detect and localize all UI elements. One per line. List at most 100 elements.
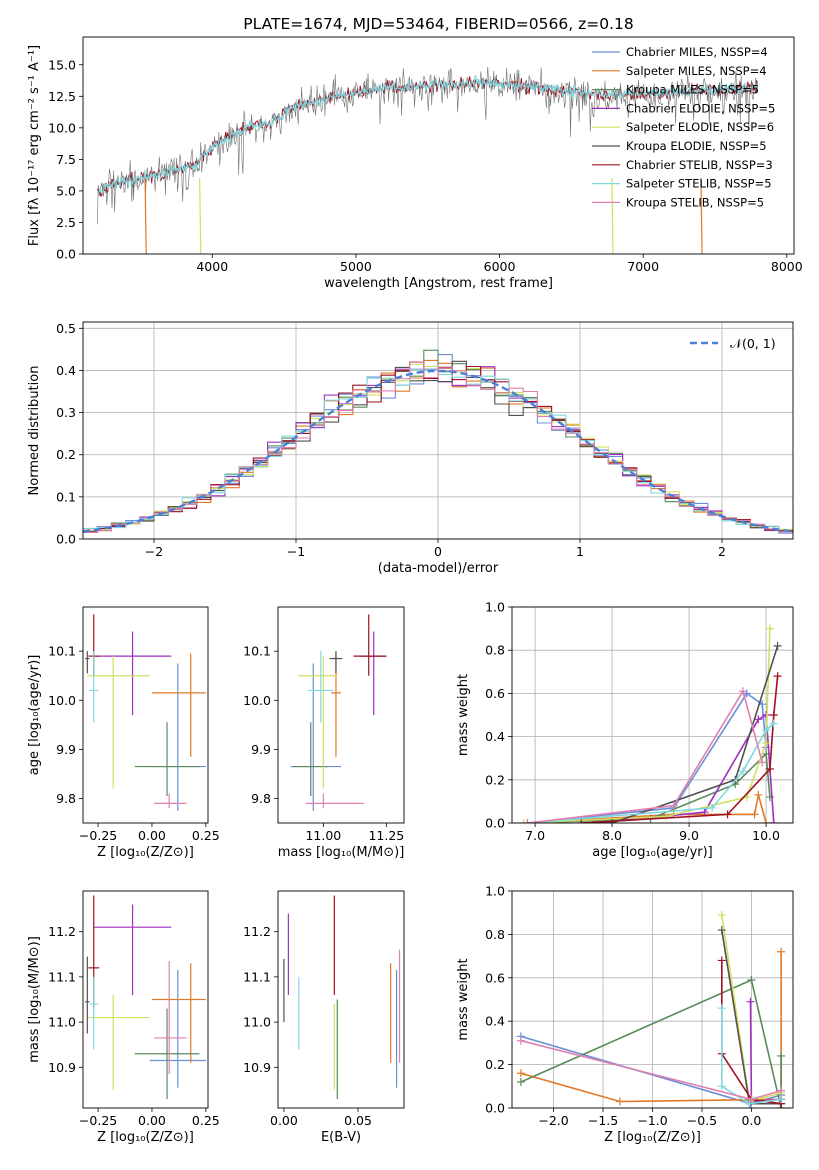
legend-entry: Chabrier MILES, NSSP=4 xyxy=(626,45,768,59)
x-tick-label: 7000 xyxy=(627,259,659,274)
x-tick-label: 9.0 xyxy=(679,828,699,843)
weight-marker xyxy=(516,1077,525,1086)
y-tick-label: 0.3 xyxy=(56,405,76,420)
weight-marker xyxy=(708,803,717,812)
y-axis-label: Normed distribution xyxy=(27,366,42,496)
weight-marker xyxy=(738,767,747,776)
y-tick-label: 11.0 xyxy=(48,1015,76,1030)
plot-area xyxy=(96,66,758,254)
y-axis-label: mass weight xyxy=(456,674,471,756)
y-tick-label: 1.0 xyxy=(485,884,505,899)
chart-age-vs-z: −0.25 0.00 0.25 9.8 9.9 10.0 10.1 Z [log₁₀(Z/Z⊙… xyxy=(27,606,220,860)
y-tick-label: 10.1 xyxy=(243,644,271,659)
plot-area xyxy=(85,614,206,811)
x-tick-label: 0.00 xyxy=(138,828,166,843)
weight-marker xyxy=(777,1086,786,1095)
y-tick-label: 10.0 xyxy=(48,120,76,135)
axes-frame xyxy=(82,36,795,255)
y-tick-label: 0.4 xyxy=(56,363,76,378)
x-tick-label: 0.25 xyxy=(192,828,220,843)
weight-marker xyxy=(516,1069,525,1078)
y-tick-label: 10.9 xyxy=(48,1060,76,1075)
x-tick-label: 11.00 xyxy=(305,828,341,843)
weight-series-4 xyxy=(596,713,775,823)
legend-entry: Salpeter STELIB, NSSP=5 xyxy=(626,177,772,191)
x-tick-label: −1.0 xyxy=(637,1113,667,1128)
weight-marker xyxy=(747,1095,756,1104)
y-tick-label: 0.2 xyxy=(485,1057,505,1072)
x-tick-label: 0.25 xyxy=(192,1113,220,1128)
weight-marker xyxy=(747,975,756,984)
model-cutoff-miles-red xyxy=(700,178,703,254)
model-cutoff-kroupa-elodie xyxy=(199,178,202,254)
y-tick-label: 10.0 xyxy=(243,693,271,708)
x-tick-label: 0 xyxy=(434,544,442,559)
legend-entry: Salpeter ELODIE, NSSP=6 xyxy=(626,120,774,134)
y-tick-label: 11.2 xyxy=(243,924,271,939)
plot-area xyxy=(85,895,206,1099)
weight-marker xyxy=(773,641,782,650)
weight-series-2 xyxy=(520,951,782,1103)
weight-marker xyxy=(762,819,771,823)
x-axis-label: Z [log₁₀(Z/Z⊙)] xyxy=(604,1130,701,1145)
normal-curve xyxy=(83,369,793,533)
y-tick-label: 10.0 xyxy=(48,693,76,708)
weight-marker xyxy=(777,1051,786,1060)
y-tick-label: 0.8 xyxy=(485,927,505,942)
x-tick-label: 5000 xyxy=(340,259,372,274)
x-tick-label: −2 xyxy=(145,544,163,559)
x-tick-label: 6000 xyxy=(484,259,516,274)
y-tick-label: 9.8 xyxy=(251,791,271,806)
x-tick-label: 8000 xyxy=(771,259,803,274)
weight-marker xyxy=(750,810,759,819)
model-cutoff-elodie-red xyxy=(611,178,614,254)
x-tick-label: −0.5 xyxy=(687,1113,717,1128)
weight-marker xyxy=(769,711,778,719)
chart-weight-vs-age: 7.0 8.0 9.0 10.0 0.0 0.2 0.4 0.6 0.8 1.0 age [log₁… xyxy=(456,600,794,860)
x-tick-label: 10.0 xyxy=(752,828,780,843)
weight-marker xyxy=(777,947,786,956)
weight-marker xyxy=(762,739,771,748)
weight-marker xyxy=(717,956,726,965)
y-tick-label: 12.5 xyxy=(48,89,76,104)
y-tick-label: 1.0 xyxy=(485,600,505,615)
y-tick-label: 9.8 xyxy=(56,791,76,806)
x-axis-label: E(B-V) xyxy=(321,1130,361,1145)
weight-marker xyxy=(769,719,778,728)
axes-frame xyxy=(277,890,405,1109)
x-tick-label: 0.05 xyxy=(344,1113,372,1128)
plot-area xyxy=(516,910,786,1108)
weight-marker xyxy=(516,1036,525,1045)
y-tick-label: 0.4 xyxy=(485,1014,505,1029)
weight-marker xyxy=(669,801,678,810)
x-axis-label: Z [log₁₀(Z/Z⊙)] xyxy=(97,1130,194,1145)
y-tick-label: 0.8 xyxy=(485,643,505,658)
y-axis-label: mass weight xyxy=(456,958,471,1040)
y-tick-label: 11.2 xyxy=(48,924,76,939)
y-tick-label: 0.1 xyxy=(56,489,76,504)
plot-area xyxy=(290,614,387,811)
weight-series-5 xyxy=(523,628,771,823)
axes-frame xyxy=(82,321,794,540)
weight-marker xyxy=(523,819,532,823)
x-tick-label: 0.00 xyxy=(138,1113,166,1128)
x-tick-label: 0.0 xyxy=(741,1113,761,1128)
x-axis-label: age [log₁₀(age/yr)] xyxy=(592,845,713,860)
weight-series-3 xyxy=(520,978,782,1108)
x-axis-label: (data-model)/error xyxy=(378,561,499,576)
legend-entry: 𝒩(0, 1) xyxy=(730,336,776,351)
plot-area xyxy=(283,895,401,1099)
weight-marker xyxy=(661,812,670,821)
chart-residuals: −2 −1 0 1 2 0.0 0.1 0.2 0.3 0.4 0.5 (data-model)/er… xyxy=(27,321,794,576)
model-line-kroupa-stelib xyxy=(96,74,758,197)
x-tick-label: 2 xyxy=(718,544,726,559)
x-tick-label: 7.0 xyxy=(525,828,545,843)
legend-entry: Chabrier STELIB, NSSP=3 xyxy=(626,158,773,172)
chart-age-vs-mass: 11.00 11.25 9.8 9.9 10.0 10.1 mass [log₁₀(M/M⊙… xyxy=(243,606,405,860)
weight-marker xyxy=(769,819,778,823)
weight-series-6 xyxy=(611,645,779,823)
x-axis-label: Z [log₁₀(Z/Z⊙)] xyxy=(97,845,194,860)
weight-marker xyxy=(777,1095,786,1104)
y-tick-label: 9.9 xyxy=(251,742,271,757)
